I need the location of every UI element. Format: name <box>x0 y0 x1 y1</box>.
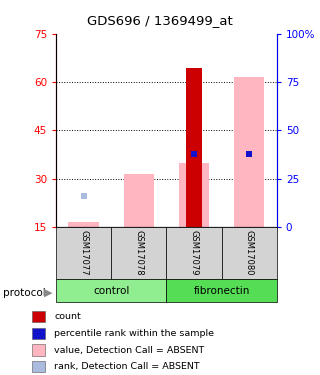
Text: count: count <box>54 312 81 321</box>
Bar <box>32 311 45 322</box>
Bar <box>32 344 45 356</box>
Text: GSM17079: GSM17079 <box>189 230 198 276</box>
Bar <box>124 174 154 227</box>
Bar <box>32 361 45 372</box>
Bar <box>166 279 277 302</box>
Bar <box>56 227 111 279</box>
Text: protocol: protocol <box>3 288 46 297</box>
Bar <box>186 68 202 227</box>
Text: GSM17080: GSM17080 <box>245 230 254 276</box>
Bar <box>56 279 166 302</box>
Text: GSM17077: GSM17077 <box>79 230 88 276</box>
Bar <box>179 162 209 227</box>
Text: rank, Detection Call = ABSENT: rank, Detection Call = ABSENT <box>54 362 200 371</box>
Bar <box>166 227 222 279</box>
Bar <box>234 77 264 227</box>
Bar <box>111 227 166 279</box>
Text: control: control <box>93 286 129 296</box>
Bar <box>68 222 99 227</box>
Bar <box>221 227 277 279</box>
Text: value, Detection Call = ABSENT: value, Detection Call = ABSENT <box>54 346 205 355</box>
Text: GDS696 / 1369499_at: GDS696 / 1369499_at <box>87 14 233 27</box>
Text: percentile rank within the sample: percentile rank within the sample <box>54 329 214 338</box>
Text: ▶: ▶ <box>44 288 53 297</box>
Text: GSM17078: GSM17078 <box>134 230 143 276</box>
Bar <box>32 328 45 339</box>
Text: fibronectin: fibronectin <box>193 286 250 296</box>
